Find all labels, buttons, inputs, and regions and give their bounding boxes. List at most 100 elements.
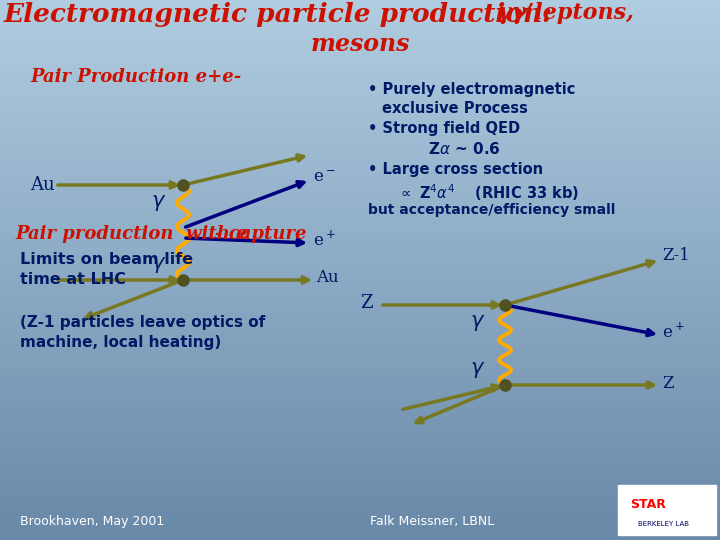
Bar bbox=[0, 396, 720, 401]
Bar bbox=[0, 355, 720, 360]
Bar bbox=[0, 324, 720, 328]
Bar bbox=[0, 284, 720, 288]
Bar bbox=[0, 342, 720, 347]
Bar bbox=[0, 243, 720, 247]
Bar bbox=[0, 40, 720, 45]
Bar bbox=[0, 436, 720, 441]
Bar bbox=[0, 490, 720, 495]
Bar bbox=[0, 216, 720, 220]
Bar bbox=[0, 185, 720, 189]
Bar bbox=[0, 333, 720, 338]
Text: Z$\alpha$ ~ 0.6: Z$\alpha$ ~ 0.6 bbox=[428, 141, 501, 157]
Text: • Purely electromagnetic: • Purely electromagnetic bbox=[368, 82, 575, 97]
Bar bbox=[0, 131, 720, 135]
Text: Brookhaven, May 2001: Brookhaven, May 2001 bbox=[20, 516, 164, 529]
Bar bbox=[0, 405, 720, 409]
Bar bbox=[0, 360, 720, 364]
Bar bbox=[0, 270, 720, 274]
Bar bbox=[0, 310, 720, 315]
Bar bbox=[0, 297, 720, 301]
Bar bbox=[0, 256, 720, 261]
Text: γγ’leptons,: γγ’leptons, bbox=[497, 2, 634, 24]
Text: - capture: - capture bbox=[215, 225, 307, 243]
Bar bbox=[0, 468, 720, 472]
Bar bbox=[0, 409, 720, 414]
Bar bbox=[0, 126, 720, 131]
Bar bbox=[0, 198, 720, 202]
Bar bbox=[0, 81, 720, 85]
Text: Au: Au bbox=[30, 176, 55, 194]
Bar bbox=[0, 418, 720, 423]
Bar bbox=[0, 36, 720, 40]
Bar bbox=[0, 459, 720, 463]
Text: Z: Z bbox=[360, 294, 373, 312]
Text: (Z-1 particles leave optics of
machine, local heating): (Z-1 particles leave optics of machine, … bbox=[20, 315, 265, 350]
Bar bbox=[0, 531, 720, 536]
Bar bbox=[0, 504, 720, 509]
Bar bbox=[0, 472, 720, 477]
Text: Pair Production e+e-: Pair Production e+e- bbox=[30, 68, 241, 86]
Bar bbox=[0, 117, 720, 122]
Bar bbox=[0, 432, 720, 436]
Bar bbox=[0, 513, 720, 517]
Bar bbox=[0, 0, 720, 4]
Text: • Large cross section: • Large cross section bbox=[368, 162, 543, 177]
Bar bbox=[0, 526, 720, 531]
Bar bbox=[0, 522, 720, 526]
Bar bbox=[0, 27, 720, 31]
Bar bbox=[0, 320, 720, 324]
Bar bbox=[0, 180, 720, 185]
Text: Z: Z bbox=[662, 375, 673, 392]
Bar bbox=[0, 351, 720, 355]
Bar bbox=[0, 58, 720, 63]
Bar bbox=[0, 158, 720, 162]
Bar bbox=[618, 485, 716, 535]
Bar bbox=[0, 315, 720, 320]
Text: e$^+$: e$^+$ bbox=[662, 322, 685, 342]
Text: Falk Meissner, LBNL: Falk Meissner, LBNL bbox=[370, 516, 494, 529]
Bar bbox=[0, 279, 720, 284]
Bar bbox=[0, 50, 720, 54]
Bar bbox=[0, 162, 720, 166]
Bar bbox=[0, 176, 720, 180]
Bar bbox=[0, 374, 720, 378]
Bar bbox=[0, 369, 720, 374]
Bar bbox=[0, 536, 720, 540]
Bar bbox=[0, 148, 720, 153]
Bar bbox=[0, 144, 720, 148]
Bar bbox=[0, 423, 720, 428]
Bar bbox=[0, 517, 720, 522]
Bar bbox=[0, 441, 720, 445]
Bar bbox=[0, 293, 720, 297]
Bar bbox=[0, 392, 720, 396]
Text: Z-1: Z-1 bbox=[662, 246, 690, 264]
Bar bbox=[0, 401, 720, 405]
Bar bbox=[0, 63, 720, 68]
Text: $\gamma$: $\gamma$ bbox=[151, 193, 166, 213]
Bar bbox=[0, 450, 720, 455]
Bar bbox=[0, 220, 720, 225]
Bar bbox=[0, 482, 720, 486]
Bar bbox=[0, 23, 720, 27]
Bar bbox=[0, 252, 720, 256]
Text: Au: Au bbox=[316, 268, 338, 286]
Bar bbox=[0, 45, 720, 50]
Text: $\gamma$: $\gamma$ bbox=[151, 255, 166, 275]
Bar bbox=[0, 247, 720, 252]
Bar bbox=[0, 414, 720, 418]
Bar bbox=[0, 387, 720, 392]
Bar bbox=[0, 171, 720, 176]
Bar bbox=[0, 108, 720, 112]
Text: Pair production  with e: Pair production with e bbox=[15, 225, 248, 243]
Bar bbox=[0, 90, 720, 94]
Bar bbox=[0, 189, 720, 193]
Bar bbox=[0, 500, 720, 504]
Bar bbox=[0, 266, 720, 270]
Text: exclusive Process: exclusive Process bbox=[382, 101, 528, 116]
Text: STAR: STAR bbox=[630, 498, 666, 511]
Text: mesons: mesons bbox=[310, 32, 410, 56]
Bar bbox=[0, 328, 720, 333]
Text: e$^-$: e$^-$ bbox=[313, 168, 336, 186]
Bar bbox=[0, 239, 720, 243]
Bar bbox=[0, 364, 720, 369]
